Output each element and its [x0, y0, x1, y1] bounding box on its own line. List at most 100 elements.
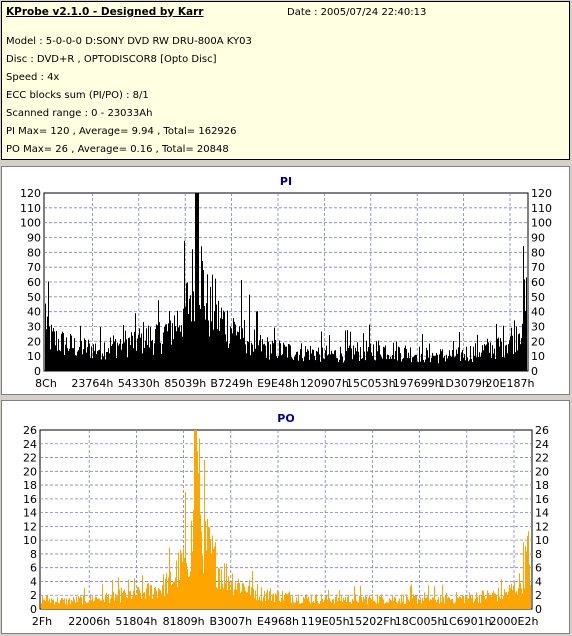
- po-bar: [60, 600, 61, 609]
- pi-bar: [96, 354, 97, 371]
- po-bar: [383, 599, 384, 609]
- po-bar: [176, 560, 177, 609]
- po-bar: [518, 588, 519, 609]
- po-bar: [343, 597, 344, 609]
- pi-bar: [481, 352, 482, 371]
- po-bar: [399, 598, 400, 609]
- pi-bar: [152, 339, 153, 371]
- po-bar: [442, 584, 443, 609]
- pi-bar: [137, 338, 138, 371]
- po-bar: [385, 602, 386, 609]
- pi-bar: [94, 350, 95, 371]
- po-bar: [261, 587, 262, 609]
- pi-bar: [337, 358, 338, 371]
- po-bar: [367, 603, 368, 609]
- pi-xtick: 20E187h: [486, 377, 535, 390]
- po-bar: [421, 603, 422, 609]
- pi-bar: [175, 325, 176, 371]
- pi-bar: [63, 332, 64, 371]
- po-bar: [245, 591, 246, 609]
- po-bar: [177, 587, 178, 609]
- po-bar: [152, 598, 153, 609]
- po-bar: [301, 602, 302, 609]
- pi-bar: [103, 356, 104, 371]
- pi-ytick-right: 70: [531, 261, 545, 274]
- po-bar: [334, 603, 335, 609]
- pi-bar: [412, 357, 413, 371]
- pi-bar: [362, 358, 363, 371]
- pi-bar: [442, 349, 443, 371]
- pi-bar: [340, 346, 341, 371]
- po-bar: [153, 594, 154, 609]
- pi-bar: [200, 308, 201, 371]
- po-bar: [256, 600, 257, 609]
- po-bar: [481, 595, 482, 609]
- po-bar: [374, 600, 375, 609]
- po-bar: [464, 603, 465, 609]
- pi-bar: [420, 361, 421, 371]
- pi-bar: [521, 338, 522, 371]
- po-bar: [439, 603, 440, 609]
- po-bar: [375, 602, 376, 609]
- pi-bar: [360, 347, 361, 371]
- po-ytick-right: 2: [535, 589, 542, 602]
- pi-bar: [491, 357, 492, 371]
- po-bar: [290, 596, 291, 609]
- po-bar: [197, 451, 198, 609]
- po-bar: [231, 582, 232, 609]
- pi-bar: [58, 338, 59, 371]
- po-ytick-right: 8: [535, 548, 542, 561]
- po-bar: [126, 597, 127, 609]
- po-bar: [378, 602, 379, 609]
- po-bar: [455, 601, 456, 609]
- pi-bar: [330, 354, 331, 371]
- pi-bar: [398, 346, 399, 371]
- po-bar: [447, 598, 448, 609]
- pi-bar: [178, 327, 179, 371]
- pi-bar: [280, 343, 281, 371]
- po-bar: [331, 602, 332, 609]
- po-bar: [148, 583, 149, 609]
- pi-bar: [234, 321, 235, 371]
- pi-bar: [414, 355, 415, 371]
- pi-bar: [363, 333, 364, 371]
- pi-bar: [410, 347, 411, 371]
- pi-bar: [182, 336, 183, 371]
- po-bar: [122, 592, 123, 609]
- pi-bar: [309, 359, 310, 371]
- po-bar: [168, 577, 169, 609]
- po-bar: [346, 602, 347, 609]
- po-bar: [220, 589, 221, 609]
- pi-bar: [346, 350, 347, 371]
- po-bar: [462, 595, 463, 609]
- po-bar: [232, 573, 233, 609]
- pi-bar: [413, 356, 414, 371]
- po-bar: [266, 592, 267, 609]
- pi-bar: [498, 337, 499, 371]
- pi-bar: [332, 353, 333, 371]
- pi-bar: [214, 310, 215, 371]
- po-bar: [44, 599, 45, 609]
- po-bar: [72, 601, 73, 609]
- po-bar: [86, 602, 87, 609]
- pi-ytick-right: 120: [531, 187, 552, 200]
- po-bar: [134, 578, 135, 609]
- pi-bar: [285, 346, 286, 371]
- pi-bar: [499, 346, 500, 371]
- po-bar: [305, 595, 306, 609]
- scanned-range: Scanned range : 0 - 23033Ah: [6, 108, 153, 119]
- po-bar: [417, 603, 418, 609]
- pi-bar: [249, 294, 250, 371]
- po-bar: [66, 598, 67, 609]
- po-bar: [293, 601, 294, 609]
- pi-bar: [489, 352, 490, 371]
- pi-bar: [110, 337, 111, 371]
- pi-bar: [441, 351, 442, 371]
- po-bar: [53, 599, 54, 609]
- po-bar: [302, 602, 303, 609]
- pi-bar: [484, 344, 485, 371]
- pi-bar: [149, 347, 150, 371]
- po-bar: [42, 595, 43, 609]
- pi-bar: [76, 355, 77, 371]
- pi-bar: [435, 355, 436, 371]
